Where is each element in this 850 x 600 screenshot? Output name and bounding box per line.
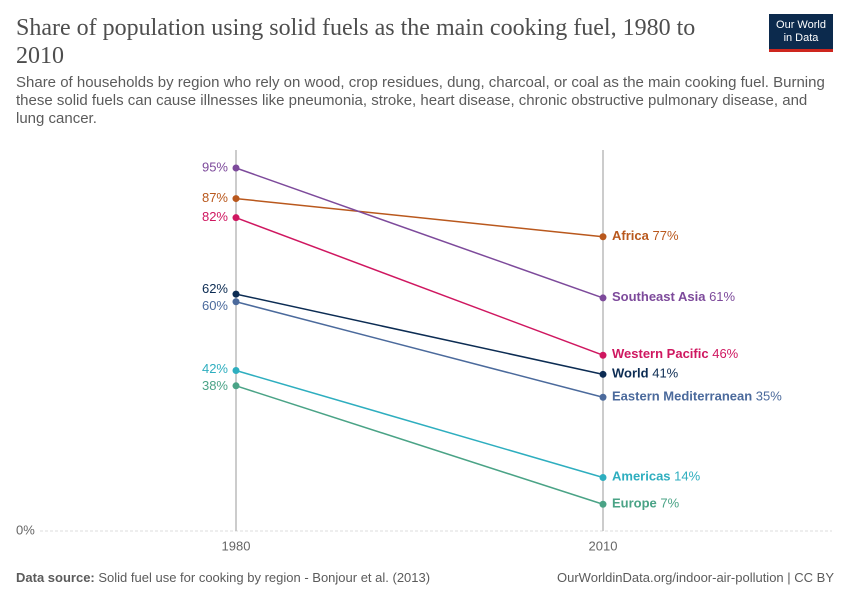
series-name: Southeast Asia <box>612 289 706 304</box>
point <box>599 474 607 482</box>
chart-subtitle: Share of households by region who rely o… <box>16 74 825 127</box>
value-label: 87% <box>202 190 228 205</box>
chart-title: Share of population using solid fuels as… <box>16 15 696 69</box>
end-label: Southeast Asia 61% <box>612 289 736 304</box>
end-label: World 41% <box>612 366 679 381</box>
value-label: 14% <box>674 469 700 484</box>
point <box>232 195 240 203</box>
point <box>599 351 607 359</box>
value-label: 82% <box>202 209 228 224</box>
value-label: 7% <box>660 496 679 511</box>
end-label: Western Pacific 46% <box>612 347 739 362</box>
series-name: Western Pacific <box>612 347 709 362</box>
end-label: Europe 7% <box>612 496 680 511</box>
value-label: 95% <box>202 159 228 174</box>
value-label: 60% <box>202 298 228 313</box>
value-label: 62% <box>202 281 228 296</box>
value-label: 38% <box>202 378 228 393</box>
value-label: 77% <box>652 228 678 243</box>
logo[interactable]: Our World in Data <box>769 14 833 52</box>
series-name: Americas <box>612 469 671 484</box>
end-label: Africa 77% <box>612 228 679 243</box>
point <box>232 298 240 306</box>
series-line <box>235 216 604 356</box>
value-label: 41% <box>652 366 678 381</box>
point <box>232 214 240 222</box>
series-name: Africa <box>612 228 650 243</box>
logo-line: Our World <box>776 19 826 31</box>
point <box>599 500 607 508</box>
series-name: Eastern Mediterranean <box>612 389 752 404</box>
series-line <box>235 197 604 238</box>
chart: 0% 1980 2010 87% Africa 77% 95% Southeast Asia… <box>16 150 832 553</box>
y-tick-label: 0% <box>16 522 35 537</box>
x-tick-label: 2010 <box>589 538 618 553</box>
series-line <box>235 369 604 479</box>
source: Data source: Solid fuel use for cooking … <box>16 570 430 585</box>
point <box>232 382 240 390</box>
series-name: World <box>612 366 649 381</box>
end-label: Eastern Mediterranean 35% <box>612 389 782 404</box>
series-line <box>235 385 604 505</box>
value-label: 61% <box>709 289 735 304</box>
source-text: Solid fuel use for cooking by region - B… <box>98 570 431 585</box>
end-label: Americas 14% <box>612 469 701 484</box>
url[interactable]: OurWorldinData.org/indoor-air-pollution … <box>557 570 834 585</box>
value-label: 42% <box>202 361 228 376</box>
value-label: 35% <box>756 389 782 404</box>
point <box>599 393 607 401</box>
point <box>599 233 607 241</box>
source-label: Data source: <box>16 570 95 585</box>
x-tick-label: 1980 <box>222 538 251 553</box>
point <box>232 164 240 172</box>
point <box>232 290 240 298</box>
series-line <box>235 167 604 299</box>
series-line <box>235 293 604 376</box>
value-label: 46% <box>712 347 738 362</box>
point <box>232 367 240 375</box>
point <box>599 370 607 378</box>
point <box>599 294 607 302</box>
series-name: Europe <box>612 496 657 511</box>
series-line <box>235 301 604 398</box>
logo-line: in Data <box>783 32 819 44</box>
